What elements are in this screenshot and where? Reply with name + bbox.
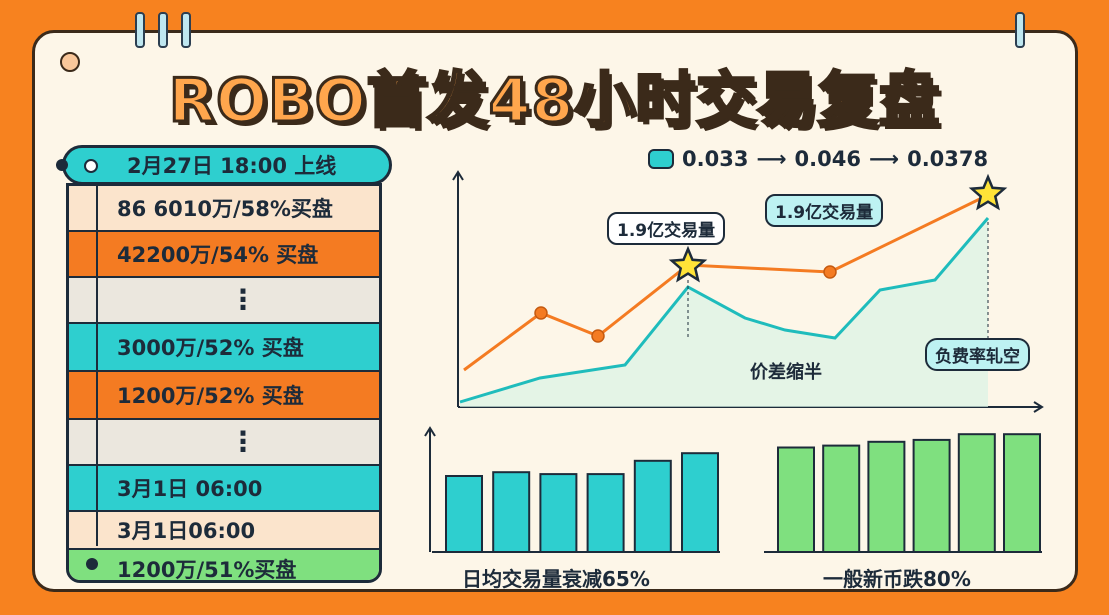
timeline-row-label: 1200万/51%买盘 (117, 558, 297, 582)
timeline-bullet-icon (86, 558, 98, 570)
binder-clip (135, 12, 145, 48)
callout-volume-1: 1.9亿交易量 (607, 212, 726, 245)
timeline-row: 1200万/51%买盘 (69, 550, 379, 582)
price-end: 0.0378 (907, 147, 989, 171)
timeline-row: ⋮ (69, 278, 379, 324)
bar-caption-right: 一般新币跌80% (823, 567, 971, 591)
timeline-row: 3月1日06:00 (69, 512, 379, 550)
timeline-row-label: ⋮ (229, 283, 257, 316)
timeline-row-label: 86 6010万/58%买盘 (117, 197, 333, 221)
timeline-row: 3000万/52% 买盘 (69, 324, 379, 372)
timeline-row-label: 1200万/52% 买盘 (117, 384, 304, 408)
timeline-row-label: 3000万/52% 买盘 (117, 336, 304, 360)
timeline-row: ⋮ (69, 420, 379, 466)
decor-dot (60, 52, 80, 72)
binder-clip (181, 12, 191, 48)
price-legend: 0.033 ⟶ 0.046 ⟶ 0.0378 (648, 145, 988, 173)
timeline-row: 3月1日 06:00 (69, 466, 379, 512)
arrow-icon: ⟶ (868, 147, 900, 171)
spread-label: 价差缩半 (750, 362, 822, 383)
price-peak: 0.046 (794, 147, 861, 171)
binder-clip (1015, 12, 1025, 48)
timeline-row-label: ⋮ (229, 425, 257, 458)
timeline-header: 2月27日 18:00 上线 (62, 145, 392, 185)
timeline-row: 86 6010万/58%买盘 (69, 186, 379, 232)
page-title: ROBO首发48小时交易复盘 (167, 65, 941, 138)
timeline-row-label: 3月1日 06:00 (117, 477, 263, 501)
timeline-bullet-icon (84, 159, 98, 173)
legend-swatch (648, 149, 674, 169)
price-start: 0.033 (682, 147, 749, 171)
callout-funding: 负费率轧空 (925, 338, 1030, 371)
binder-clip (158, 12, 168, 48)
callout-volume-2: 1.9亿交易量 (765, 194, 884, 227)
timeline-bullet-icon (56, 159, 68, 171)
timeline-row: 1200万/52% 买盘 (69, 372, 379, 420)
timeline-panel: 86 6010万/58%买盘 42200万/54% 买盘 ⋮ 3000万/52% 买盘… (66, 183, 382, 583)
timeline-header-label: 2月27日 18:00 上线 (127, 154, 337, 178)
timeline-row-label: 42200万/54% 买盘 (117, 243, 319, 267)
timeline-row-label: 3月1日06:00 (117, 519, 256, 543)
arrow-icon: ⟶ (756, 147, 787, 171)
bar-caption-left: 日均交易量衰减65% (462, 567, 650, 591)
timeline-line (96, 186, 98, 546)
timeline-row: 42200万/54% 买盘 (69, 232, 379, 278)
